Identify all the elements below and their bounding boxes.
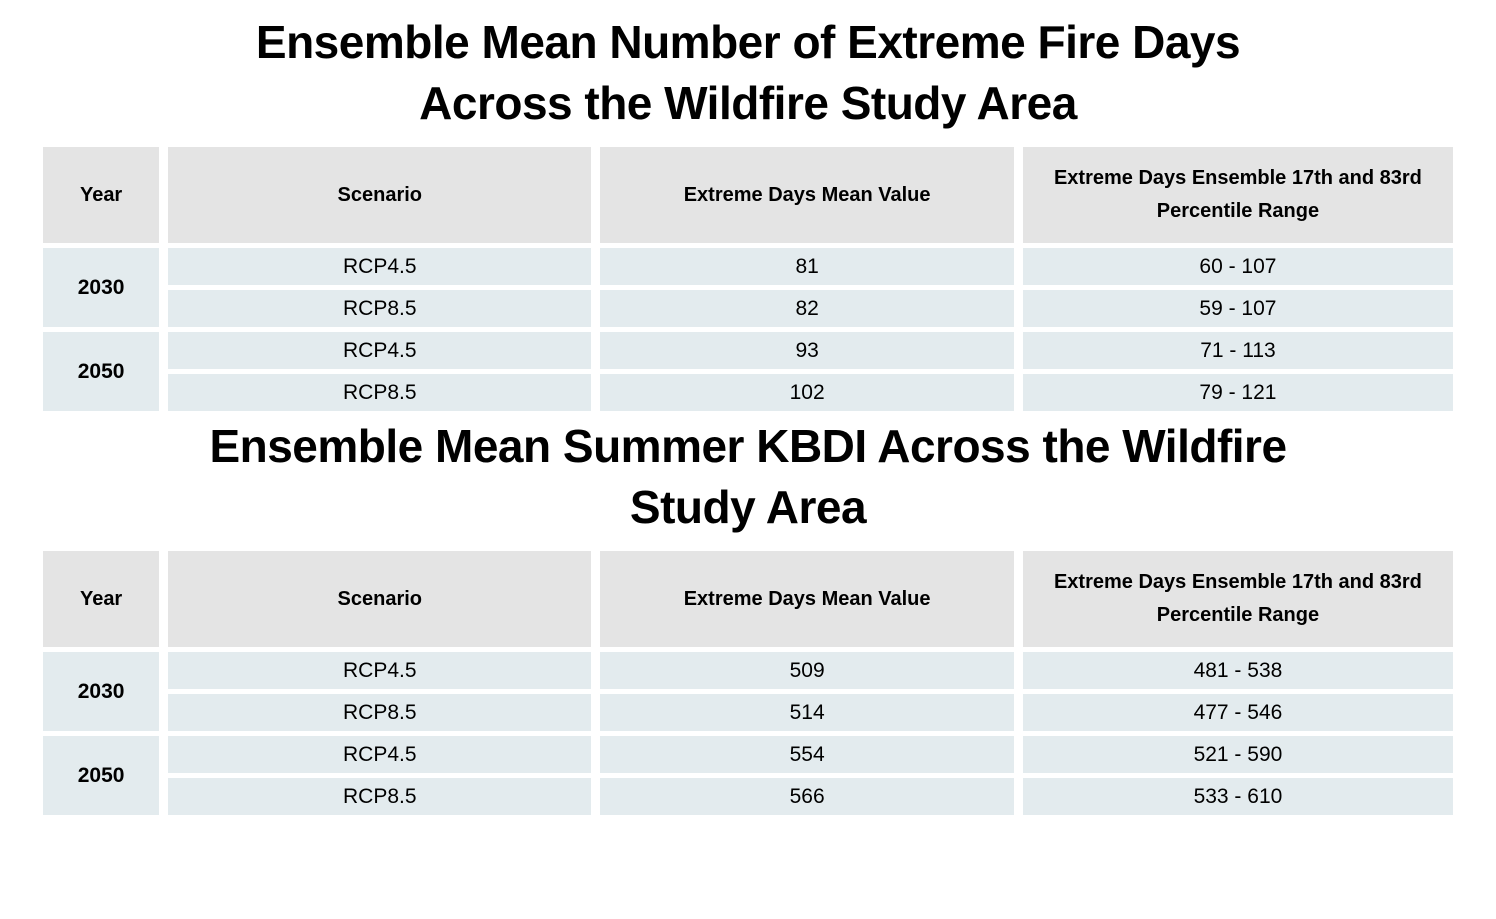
col-header-range: Extreme Days Ensemble 17th and 83rd Perc… — [1022, 551, 1453, 647]
col-header-year: Year — [43, 551, 160, 647]
year-cell: 2030 — [43, 248, 160, 327]
fire-days-title-line-1: Ensemble Mean Number of Extreme Fire Day… — [255, 16, 1241, 68]
fire-days-title-line-2: Across the Wildfire Study Area — [419, 77, 1077, 129]
col-header-mean: Extreme Days Mean Value — [600, 551, 1014, 647]
col-header-range: Extreme Days Ensemble 17th and 83rd Perc… — [1022, 147, 1453, 243]
table-row: 2050 RCP4.5 93 71 - 113 — [43, 332, 1453, 411]
fire-days-table: Year Scenario Extreme Days Mean Value Ex… — [34, 142, 1462, 416]
col-header-scenario: Scenario — [168, 551, 592, 647]
fire-days-section: Ensemble Mean Number of Extreme Fire Day… — [34, 0, 1462, 416]
percentile-range-cell: 71 - 113 — [1022, 332, 1453, 369]
scenario-cell: RCP4.5 — [168, 248, 592, 285]
percentile-range-cell: 481 - 538 — [1022, 652, 1453, 689]
table-row: RCP8.5 514 477 - 546 — [43, 694, 1453, 731]
kbdi-section: Ensemble Mean Summer KBDI Across the Wil… — [34, 416, 1462, 820]
percentile-range-cell: 59 - 107 — [1022, 290, 1453, 327]
kbdi-title: Ensemble Mean Summer KBDI Across the Wil… — [34, 416, 1462, 538]
col-header-mean: Extreme Days Mean Value — [600, 147, 1014, 243]
scenario-cell: RCP8.5 — [168, 290, 592, 327]
fire-days-title: Ensemble Mean Number of Extreme Fire Day… — [34, 0, 1462, 134]
col-header-scenario: Scenario — [168, 147, 592, 243]
scenario-cell: RCP8.5 — [168, 778, 592, 815]
percentile-range-cell: 521 - 590 — [1022, 736, 1453, 773]
scenario-cell: RCP4.5 — [168, 652, 592, 689]
mean-value-cell: 93 — [600, 332, 1014, 369]
table-row: 2030 RCP4.5 509 481 - 538 — [43, 652, 1453, 731]
mean-value-cell: 554 — [600, 736, 1014, 773]
col-header-year: Year — [43, 147, 160, 243]
header-row: Year Scenario Extreme Days Mean Value Ex… — [43, 147, 1453, 243]
table-row: RCP8.5 82 59 - 107 — [43, 290, 1453, 327]
percentile-range-cell: 60 - 107 — [1022, 248, 1453, 285]
table-row: RCP8.5 102 79 - 121 — [43, 374, 1453, 411]
mean-value-cell: 102 — [600, 374, 1014, 411]
year-cell: 2050 — [43, 332, 160, 411]
mean-value-cell: 514 — [600, 694, 1014, 731]
scenario-cell: RCP4.5 — [168, 736, 592, 773]
percentile-range-cell: 79 - 121 — [1022, 374, 1453, 411]
mean-value-cell: 509 — [600, 652, 1014, 689]
mean-value-cell: 81 — [600, 248, 1014, 285]
percentile-range-cell: 533 - 610 — [1022, 778, 1453, 815]
year-cell: 2030 — [43, 652, 160, 731]
kbdi-title-line-1: Ensemble Mean Summer KBDI Across the Wil… — [209, 420, 1287, 472]
year-cell: 2050 — [43, 736, 160, 815]
percentile-range-cell: 477 - 546 — [1022, 694, 1453, 731]
table-row: 2030 RCP4.5 81 60 - 107 — [43, 248, 1453, 327]
mean-value-cell: 566 — [600, 778, 1014, 815]
table-row: RCP8.5 566 533 - 610 — [43, 778, 1453, 815]
scenario-cell: RCP4.5 — [168, 332, 592, 369]
kbdi-table: Year Scenario Extreme Days Mean Value Ex… — [34, 546, 1462, 820]
kbdi-title-line-2: Study Area — [629, 481, 867, 533]
scenario-cell: RCP8.5 — [168, 694, 592, 731]
scenario-cell: RCP8.5 — [168, 374, 592, 411]
header-row: Year Scenario Extreme Days Mean Value Ex… — [43, 551, 1453, 647]
table-row: 2050 RCP4.5 554 521 - 590 — [43, 736, 1453, 815]
mean-value-cell: 82 — [600, 290, 1014, 327]
